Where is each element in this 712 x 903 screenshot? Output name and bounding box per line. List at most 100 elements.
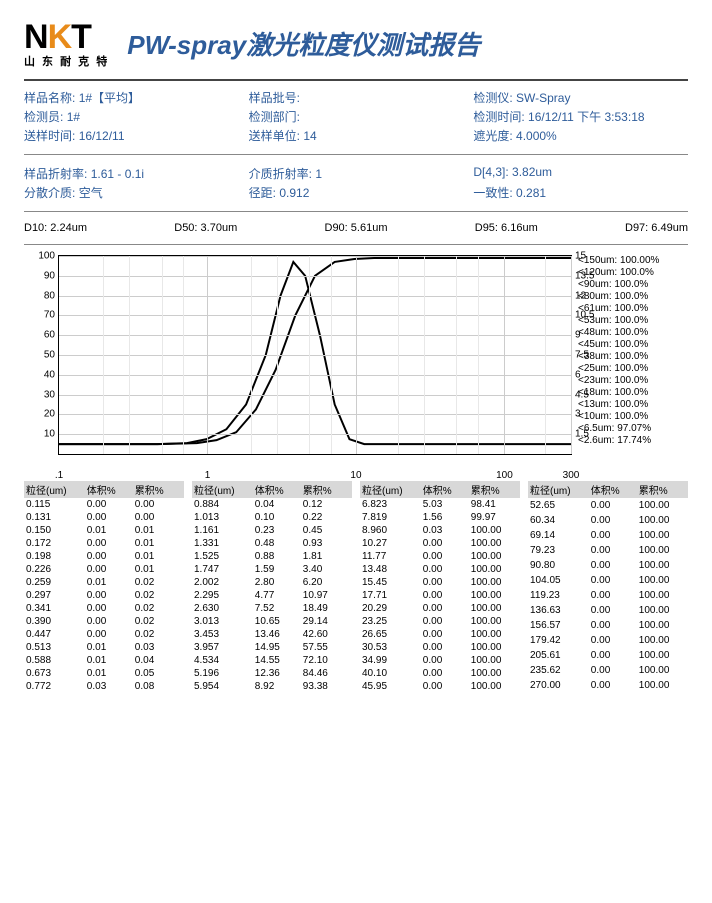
table-row: 0.7720.030.08 <box>24 680 184 693</box>
logo-n: N <box>24 18 48 56</box>
table-row: 2.0022.806.20 <box>192 576 352 589</box>
table-row: 104.050.00100.00 <box>528 573 688 588</box>
report-header: NKT 山 东 耐 克 特 PW-spray激光粒度仪测试报告 <box>24 18 688 69</box>
info-item: 遮光度: 4.000% <box>473 127 688 144</box>
report-title: PW-spray激光粒度仪测试报告 <box>127 25 480 62</box>
d-value: D50: 3.70um <box>174 222 237 234</box>
table-row: 5.19612.3684.46 <box>192 667 352 680</box>
table-row: 1.5250.881.81 <box>192 550 352 563</box>
info-item: 送样时间: 16/12/11 <box>24 127 239 144</box>
d-value: D95: 6.16um <box>475 222 538 234</box>
table-row: 52.650.00100.00 <box>528 498 688 513</box>
d-values-row: D10: 2.24um D50: 3.70um D90: 5.61um D95: 6.… <box>24 218 688 238</box>
table-row: 8.9600.03100.00 <box>360 524 520 537</box>
info-item: 样品批号: <box>249 89 464 106</box>
table-row: 0.2260.000.01 <box>24 563 184 576</box>
table-row: 0.5130.010.03 <box>24 641 184 654</box>
table-header: 累积% <box>637 481 688 498</box>
table-row: 69.140.00100.00 <box>528 528 688 543</box>
table-row: 1.0130.100.22 <box>192 511 352 524</box>
info-item: 径距: 0.912 <box>249 184 464 201</box>
table-header: 累积% <box>133 481 184 498</box>
particle-table: 粒径(um)体积%累积%52.650.00100.0060.340.00100.… <box>528 481 688 693</box>
info-item: 分散介质: 空气 <box>24 184 239 201</box>
table-row: 11.770.00100.00 <box>360 550 520 563</box>
divider-3 <box>24 244 688 245</box>
table-header: 粒径(um) <box>24 481 85 498</box>
table-row: 136.630.00100.00 <box>528 603 688 618</box>
table-header: 体积% <box>253 481 301 498</box>
table-header: 粒径(um) <box>360 481 421 498</box>
table-row: 40.100.00100.00 <box>360 667 520 680</box>
data-tables: 粒径(um)体积%累积%0.1150.000.000.1310.000.000.… <box>24 481 688 693</box>
chart-section: 100908070605040302010 1513.51210.597.564… <box>24 255 688 455</box>
particle-table: 粒径(um)体积%累积%0.1150.000.000.1310.000.000.… <box>24 481 184 693</box>
info-item: 一致性: 0.281 <box>473 184 688 201</box>
table-row: 0.3410.000.02 <box>24 602 184 615</box>
d-value: D90: 5.61um <box>325 222 388 234</box>
info-item: 检测部门: <box>249 108 464 125</box>
table-row: 0.6730.010.05 <box>24 667 184 680</box>
table-row: 0.1980.000.01 <box>24 550 184 563</box>
info-item: 检测仪: SW-Spray <box>473 89 688 106</box>
logo-subtitle: 山 东 耐 克 特 <box>24 53 109 69</box>
table-row: 13.480.00100.00 <box>360 563 520 576</box>
table-row: 4.53414.5572.10 <box>192 654 352 667</box>
table-row: 30.530.00100.00 <box>360 641 520 654</box>
table-row: 45.950.00100.00 <box>360 680 520 693</box>
table-row: 0.2590.010.02 <box>24 576 184 589</box>
table-row: 7.8191.5699.97 <box>360 511 520 524</box>
y-axis-left: 100908070605040302010 <box>31 256 57 454</box>
table-header: 累积% <box>469 481 520 498</box>
table-row: 34.990.00100.00 <box>360 654 520 667</box>
sample-info-block-1: 样品名称: 1#【平均】样品批号: 检测仪: SW-Spray 检测员: 1# 检测… <box>24 85 688 148</box>
table-row: 90.800.00100.00 <box>528 558 688 573</box>
table-row: 20.290.00100.00 <box>360 602 520 615</box>
logo: NKT <box>24 18 109 57</box>
table-row: 60.340.00100.00 <box>528 513 688 528</box>
table-row: 0.5880.010.04 <box>24 654 184 667</box>
table-row: 26.650.00100.00 <box>360 628 520 641</box>
table-header: 体积% <box>421 481 469 498</box>
info-item: 检测员: 1# <box>24 108 239 125</box>
y-axis-right: 1513.51210.597.564.531.5 <box>573 256 599 454</box>
table-row: 15.450.00100.00 <box>360 576 520 589</box>
d-value: D10: 2.24um <box>24 222 87 234</box>
table-row: 1.1610.230.45 <box>192 524 352 537</box>
table-row: 0.2970.000.02 <box>24 589 184 602</box>
info-item: 送样单位: 14 <box>249 127 464 144</box>
table-row: 0.4470.000.02 <box>24 628 184 641</box>
table-header: 体积% <box>589 481 637 498</box>
info-item: 样品名称: 1#【平均】 <box>24 89 239 106</box>
logo-t: T <box>71 18 91 56</box>
table-row: 156.570.00100.00 <box>528 618 688 633</box>
table-row: 205.610.00100.00 <box>528 648 688 663</box>
table-row: 179.420.00100.00 <box>528 633 688 648</box>
table-row: 270.000.00100.00 <box>528 678 688 693</box>
table-row: 0.1500.010.01 <box>24 524 184 537</box>
info-item: D[4,3]: 3.82um <box>473 165 688 182</box>
divider-2 <box>24 211 688 212</box>
table-row: 3.95714.9557.55 <box>192 641 352 654</box>
table-row: 3.45313.4642.60 <box>192 628 352 641</box>
info-item: 介质折射率: 1 <box>249 165 464 182</box>
table-row: 119.230.00100.00 <box>528 588 688 603</box>
divider-1 <box>24 154 688 155</box>
table-row: 0.1310.000.00 <box>24 511 184 524</box>
logo-k: K <box>48 18 72 56</box>
table-row: 0.1720.000.01 <box>24 537 184 550</box>
table-row: 1.7471.593.40 <box>192 563 352 576</box>
particle-table: 粒径(um)体积%累积%6.8235.0398.417.8191.5699.97… <box>360 481 520 693</box>
table-row: 0.8840.040.12 <box>192 498 352 511</box>
table-row: 23.250.00100.00 <box>360 615 520 628</box>
table-header: 体积% <box>85 481 133 498</box>
table-row: 6.8235.0398.41 <box>360 498 520 511</box>
sample-info-block-2: 样品折射率: 1.61 - 0.1i介质折射率: 1D[4,3]: 3.82um… <box>24 161 688 205</box>
info-item: 检测时间: 16/12/11 下午 3:53:18 <box>473 108 688 125</box>
table-row: 3.01310.6529.14 <box>192 615 352 628</box>
d-value: D97: 6.49um <box>625 222 688 234</box>
table-header: 粒径(um) <box>528 481 589 498</box>
distribution-chart: 100908070605040302010 1513.51210.597.564… <box>58 255 572 455</box>
table-row: 0.3900.000.02 <box>24 615 184 628</box>
table-row: 2.2954.7710.97 <box>192 589 352 602</box>
